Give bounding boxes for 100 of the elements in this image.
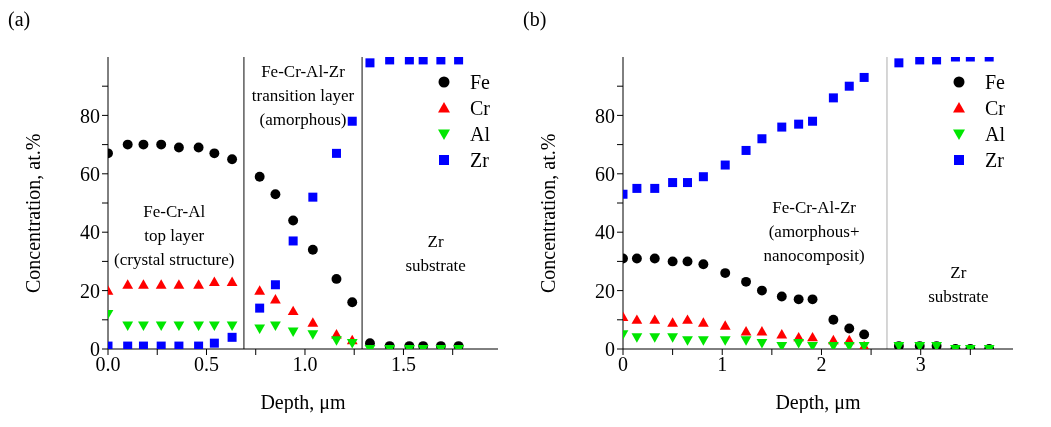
point: [307, 330, 319, 340]
point: [226, 276, 238, 286]
point: [756, 326, 768, 336]
point: [123, 341, 133, 349]
point: [209, 148, 220, 159]
point: [740, 336, 752, 346]
x-tick-label: 1: [717, 353, 728, 376]
point: [757, 134, 767, 144]
y-tick-label: 20: [595, 279, 615, 302]
point: [122, 139, 133, 150]
point: [776, 329, 788, 339]
x-tick-label: 1.5: [390, 353, 416, 376]
y-tick-label: 80: [80, 104, 100, 127]
point: [828, 314, 839, 325]
point: [683, 178, 692, 188]
point: [894, 58, 904, 68]
point: [741, 145, 751, 155]
point: [173, 142, 184, 153]
x-axis-title: Depth, μm: [260, 391, 347, 414]
point: [418, 57, 428, 65]
point: [347, 297, 358, 308]
point: [719, 336, 731, 346]
y-tick-label: 20: [80, 279, 100, 302]
point: [173, 321, 185, 332]
point: [346, 339, 358, 349]
point: [331, 148, 341, 158]
point: [631, 333, 643, 343]
legend-label: Fe: [470, 70, 490, 94]
point: [756, 339, 768, 349]
point: [632, 183, 642, 193]
point: [156, 139, 167, 150]
point: [436, 57, 446, 65]
point: [649, 253, 660, 264]
x-tick-label: 1.0: [292, 353, 318, 376]
chart-title: (b): [523, 8, 547, 31]
point: [668, 178, 678, 188]
point: [828, 93, 838, 103]
annotation: Zr substrate: [404, 231, 467, 277]
chart-title: (a): [8, 8, 31, 31]
point: [682, 336, 693, 346]
point: [859, 72, 869, 82]
legend-label: Cr: [985, 96, 1005, 120]
point: [287, 327, 299, 337]
point: [138, 279, 149, 289]
point: [756, 285, 767, 296]
point: [793, 339, 805, 349]
point: [208, 321, 220, 332]
x-tick-label: 3: [915, 353, 926, 376]
y-tick-label: 60: [80, 162, 100, 185]
point: [288, 215, 299, 226]
point: [682, 256, 693, 267]
x-axis-title: Depth, μm: [775, 391, 862, 414]
point: [808, 116, 818, 126]
point: [807, 294, 818, 305]
point: [138, 321, 149, 332]
annotation: Fe-Cr-Al-Zr transition layer (amorphous): [250, 61, 356, 131]
point: [740, 326, 752, 336]
point: [156, 341, 166, 349]
point: [347, 116, 357, 126]
point: [270, 293, 281, 304]
point: [255, 303, 265, 313]
point: [698, 172, 708, 182]
legend-label: Fe: [985, 70, 1005, 94]
y-tick-label: 60: [595, 162, 615, 185]
point: [859, 329, 870, 340]
point: [270, 189, 281, 200]
y-tick-label: 40: [595, 221, 615, 244]
point: [697, 317, 709, 327]
point: [404, 57, 414, 65]
point: [173, 279, 185, 289]
point: [122, 321, 134, 332]
point: [650, 183, 660, 193]
x-tick-label: 0.5: [193, 353, 219, 376]
point: [667, 256, 678, 267]
y-tick-label: 0: [605, 338, 615, 361]
legend-label: Al: [985, 122, 1005, 146]
point: [793, 294, 804, 305]
point: [288, 236, 298, 246]
point: [155, 279, 167, 289]
point: [720, 160, 730, 170]
point: [631, 253, 642, 264]
point: [649, 333, 661, 343]
y-axis-title: Concentration, at.%: [537, 133, 560, 293]
point: [777, 122, 787, 132]
x-tick-label: 2: [816, 353, 827, 376]
point: [454, 57, 464, 65]
legend-label: Zr: [470, 148, 489, 172]
annotation: Fe-Cr-Al top layer (crystal structure): [114, 202, 235, 269]
point: [720, 268, 731, 279]
annotation: Zr substrate: [928, 263, 989, 306]
point: [254, 171, 265, 182]
point: [697, 336, 709, 346]
point: [844, 323, 855, 334]
point: [932, 57, 942, 65]
point: [682, 314, 693, 324]
point: [794, 119, 804, 129]
point: [385, 57, 395, 65]
point: [155, 321, 167, 332]
point: [807, 331, 818, 342]
point: [270, 280, 280, 290]
